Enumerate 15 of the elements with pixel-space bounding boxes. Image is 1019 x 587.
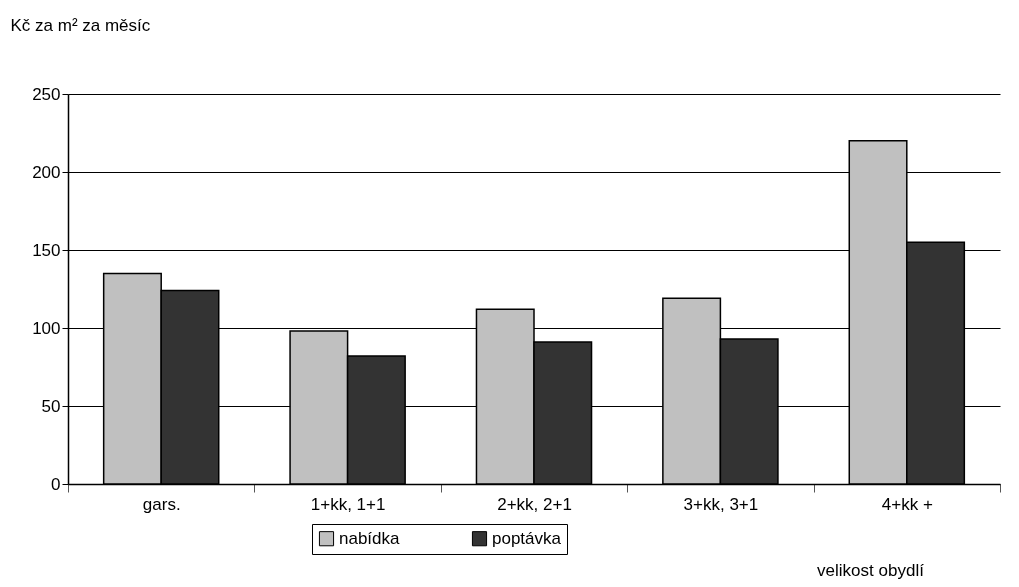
y-tick-label: 100: [32, 318, 61, 338]
legend-label: nabídka: [339, 528, 401, 548]
legend-label: poptávka: [492, 528, 562, 548]
x-tick-label: 3+kk, 3+1: [683, 494, 759, 514]
x-tick-label: gars.: [142, 494, 181, 514]
y-tick-label: 150: [32, 240, 61, 260]
x-tick-label: 2+kk, 2+1: [497, 494, 572, 514]
x-tick-label: 4+kk +: [881, 494, 933, 514]
y-tick-label: 200: [32, 162, 61, 182]
y-axis-title: Kč za m² za měsíc: [10, 15, 151, 35]
x-tick-label: 1+kk, 1+1: [310, 494, 386, 514]
y-tick-label: 0: [51, 474, 61, 494]
y-tick-label: 50: [41, 396, 61, 416]
x-axis-title: velikost obydlí: [817, 560, 925, 580]
y-tick-label: 250: [32, 84, 61, 104]
